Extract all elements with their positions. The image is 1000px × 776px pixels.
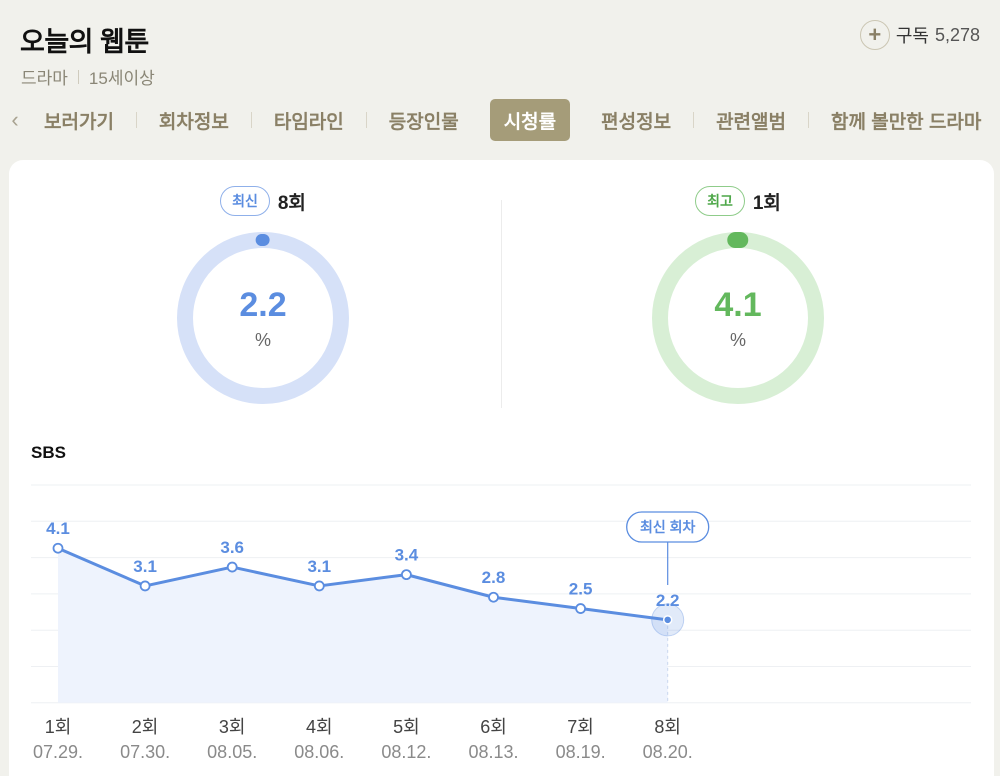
data-value-label: 3.6 (220, 538, 244, 557)
area-fill (58, 548, 668, 703)
tab-0[interactable]: 보러가기 (44, 111, 114, 133)
data-point[interactable] (313, 580, 325, 592)
data-point[interactable] (226, 561, 238, 573)
page-title: 오늘의 웹툰 (20, 27, 149, 57)
episode-label: 7회 (567, 717, 594, 737)
date-label: 08.20. (643, 742, 693, 762)
data-value-label: 2.8 (482, 568, 506, 587)
episode-label: 5회 (393, 717, 420, 737)
episode-label: 6회 (480, 717, 507, 737)
best-rating-value: 4.1 (714, 286, 762, 324)
data-point[interactable] (400, 569, 412, 581)
latest-rating-value: 2.2 (239, 286, 287, 324)
date-label: 07.30. (120, 742, 170, 762)
latest-rating: 최신 8회 2.2 % (143, 186, 383, 406)
tab-4[interactable]: 시청률 (489, 99, 571, 141)
subscriber-count: 5,278 (934, 24, 980, 45)
genre-label: 드라마 (21, 69, 68, 88)
data-value-label: 4.1 (46, 519, 70, 538)
tab-divider (693, 112, 695, 128)
broadcaster-label: SBS (31, 443, 66, 462)
latest-rating-ring: 2.2 % (175, 230, 351, 406)
tab-bar: ‹ 보러가기 회차정보 타임라인 등장인물 시청률 편성정보 관련앨범 함께 볼만한 드라마 (0, 99, 1000, 141)
tab-1[interactable]: 회차정보 (158, 111, 229, 133)
ratings-line-chart: 4.1 1회 07.29. 3.1 2회 07.30. 3.6 3회 08.05. 3.1 4회 08… (31, 484, 971, 762)
data-point[interactable] (52, 542, 64, 554)
tab-5[interactable]: 편성정보 (601, 111, 672, 133)
tab-divider (250, 112, 252, 128)
data-point[interactable] (575, 603, 586, 614)
ratings-card: 최신 8회 2.2 % 최고 1회 (9, 160, 994, 776)
tab-2[interactable]: 타임라인 (273, 111, 344, 133)
best-episode: 1회 (752, 192, 781, 214)
date-label: 08.06. (294, 742, 344, 762)
tab-divider (807, 112, 809, 128)
best-rating-ring: 4.1 % (650, 230, 826, 406)
date-label: 08.19. (556, 742, 606, 762)
latest-episode: 8회 (277, 192, 306, 214)
date-label: 08.13. (468, 742, 518, 762)
best-rating: 최고 1회 4.1 % (618, 186, 858, 406)
episode-label: 8회 (654, 717, 681, 737)
episode-label: 2회 (132, 717, 159, 737)
tab-3[interactable]: 등장인물 (388, 111, 459, 133)
meta-divider (77, 69, 79, 84)
tab-divider (135, 112, 137, 128)
data-point[interactable] (662, 615, 673, 625)
ratings-summary: 최신 8회 2.2 % 최고 1회 (9, 160, 994, 420)
tab-7[interactable]: 함께 볼만한 드라마 (830, 111, 982, 133)
tab-6[interactable]: 관련앨범 (716, 111, 786, 133)
subscribe-button[interactable]: + 구독 5,278 (859, 20, 980, 50)
data-value-label: 2.2 (656, 591, 680, 610)
date-label: 07.29. (33, 742, 83, 762)
age-rating-label: 15세이상 (88, 69, 155, 88)
program-meta: 드라마 15세이상 (21, 64, 155, 89)
episode-label: 1회 (45, 717, 72, 737)
latest-badge: 최신 (220, 186, 270, 216)
chevron-left-icon[interactable]: ‹ (11, 107, 19, 132)
data-value-label: 2.5 (569, 580, 593, 599)
latest-episode-callout (626, 511, 710, 543)
subscribe-label: 구독 (895, 26, 929, 46)
episode-label: 4회 (306, 717, 333, 737)
summary-divider (501, 200, 502, 408)
data-value-label: 3.4 (395, 546, 419, 565)
rating-line (57, 546, 668, 622)
best-rating-unit: % (729, 330, 746, 350)
date-label: 08.12. (381, 742, 431, 762)
best-badge: 최고 (695, 186, 745, 216)
latest-rating-unit: % (254, 330, 271, 350)
data-value-label: 3.1 (307, 557, 331, 576)
callout-label: 최신 회차 (640, 519, 696, 535)
date-label: 08.05. (207, 742, 257, 762)
plus-icon: + (859, 20, 890, 50)
data-point[interactable] (139, 580, 151, 592)
data-value-label: 3.1 (133, 557, 157, 576)
episode-label: 3회 (219, 717, 246, 737)
data-point[interactable] (488, 591, 499, 603)
tab-divider (365, 112, 367, 128)
